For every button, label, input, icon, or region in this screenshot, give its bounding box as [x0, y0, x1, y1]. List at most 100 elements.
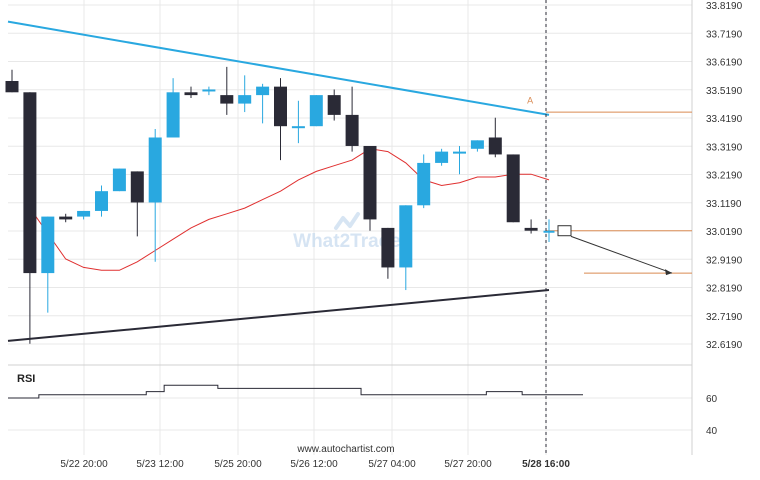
candle-body	[112, 168, 126, 192]
candle-body	[238, 95, 252, 104]
candle-body	[488, 137, 502, 155]
candle-23	[417, 154, 431, 209]
watermark-icon	[334, 212, 360, 230]
time-tick-label: 5/23 12:00	[136, 459, 184, 470]
candle-body	[166, 92, 180, 138]
forecast-arrow-head	[665, 269, 672, 276]
price-tick-label: 33.4190	[706, 114, 743, 125]
candle-7	[130, 171, 144, 237]
candle-body	[417, 162, 431, 206]
rsi-tick-label: 40	[706, 426, 718, 437]
candle-body	[130, 171, 144, 203]
trendline-support	[7, 289, 550, 342]
candle-29	[524, 219, 538, 234]
price-tick-label: 32.7190	[706, 312, 743, 323]
forecast-arrow-line	[570, 235, 673, 274]
candle-1	[23, 92, 37, 344]
price-tick-label: 33.2190	[706, 171, 743, 182]
projection	[545, 0, 673, 455]
candle-body	[291, 126, 305, 129]
candle-body	[309, 95, 323, 127]
watermark: What2Trade	[293, 212, 401, 252]
candle-22	[399, 205, 413, 291]
candle-body	[5, 80, 19, 93]
price-tick-label: 33.5190	[706, 86, 743, 97]
candle-15	[274, 78, 287, 161]
candle-24	[435, 148, 449, 166]
candle-16	[291, 100, 305, 144]
current-price-marker	[557, 225, 572, 237]
candle-19	[345, 86, 359, 152]
time-tick-label: 5/26 12:00	[290, 459, 338, 470]
candle-body	[23, 92, 37, 274]
time-tick-label: 5/27 20:00	[444, 459, 492, 470]
price-tick-label: 32.6190	[706, 340, 743, 351]
candle-8	[148, 129, 162, 262]
candle-body	[41, 216, 55, 274]
trendline-resistance	[7, 20, 550, 116]
candle-body	[363, 145, 377, 220]
candle-20	[363, 145, 377, 231]
price-tick-label: 32.8190	[706, 284, 743, 295]
candle-18	[327, 89, 341, 121]
candle-body	[256, 86, 270, 96]
candle-17	[309, 95, 323, 127]
candle-body	[95, 191, 108, 211]
source-text: www.autochartist.com	[296, 444, 394, 455]
price-tick-label: 32.9190	[706, 255, 743, 266]
candle-0	[5, 69, 19, 93]
candle-body	[470, 140, 484, 149]
trendlines: A	[7, 20, 550, 342]
rsi-line	[8, 384, 583, 399]
moving-average-line	[29, 148, 550, 271]
price-tick-label: 33.6190	[706, 58, 743, 69]
candle-body	[77, 210, 91, 217]
candle-body	[59, 216, 73, 220]
candle-27	[488, 117, 502, 158]
candle-12	[220, 66, 234, 115]
watermark-text: What2Trade	[293, 231, 401, 252]
price-axis: 33.8190 33.7190 33.6190 33.5190 33.4190 33.31…	[706, 1, 743, 351]
candle-9	[166, 78, 180, 138]
candle-2	[41, 216, 55, 313]
candle-14	[256, 83, 270, 124]
candle-body	[345, 114, 359, 146]
candle-body	[148, 137, 162, 203]
rsi-label: RSI	[17, 373, 35, 385]
candles	[5, 66, 555, 344]
pattern-point-label: A	[527, 96, 533, 106]
candle-10	[184, 86, 198, 98]
candle-28	[506, 154, 520, 223]
candle-body	[274, 86, 287, 127]
candle-13	[238, 75, 252, 113]
candle-21	[381, 227, 395, 279]
candle-body	[399, 205, 413, 268]
candle-30	[543, 219, 555, 243]
candle-3	[59, 213, 73, 223]
time-tick-label: 5/27 04:00	[368, 459, 416, 470]
grid	[8, 0, 693, 455]
candle-body	[381, 227, 395, 268]
time-axis: 5/22 20:00 5/23 12:00 5/25 20:00 5/26 12:00…	[60, 459, 570, 470]
moving-average	[29, 148, 550, 271]
price-levels	[546, 111, 692, 274]
candle-body	[524, 227, 538, 231]
candle-11	[202, 86, 216, 96]
candle-body	[506, 154, 520, 223]
price-tick-label: 33.7190	[706, 29, 743, 40]
candle-body	[202, 89, 216, 92]
candle-body	[327, 95, 341, 115]
price-tick-label: 33.1190	[706, 199, 742, 210]
candle-body	[435, 151, 449, 163]
price-tick-label: 33.0190	[706, 227, 743, 238]
time-tick-label: 5/22 20:00	[60, 459, 108, 470]
candle-body	[184, 92, 198, 96]
rsi-panel: RSI 60 40	[8, 373, 718, 437]
time-tick-label: 5/28 16:00	[522, 459, 570, 470]
time-tick-label: 5/25 20:00	[214, 459, 262, 470]
candle-4	[77, 210, 91, 220]
candle-26	[470, 140, 484, 152]
candle-5	[95, 185, 108, 217]
